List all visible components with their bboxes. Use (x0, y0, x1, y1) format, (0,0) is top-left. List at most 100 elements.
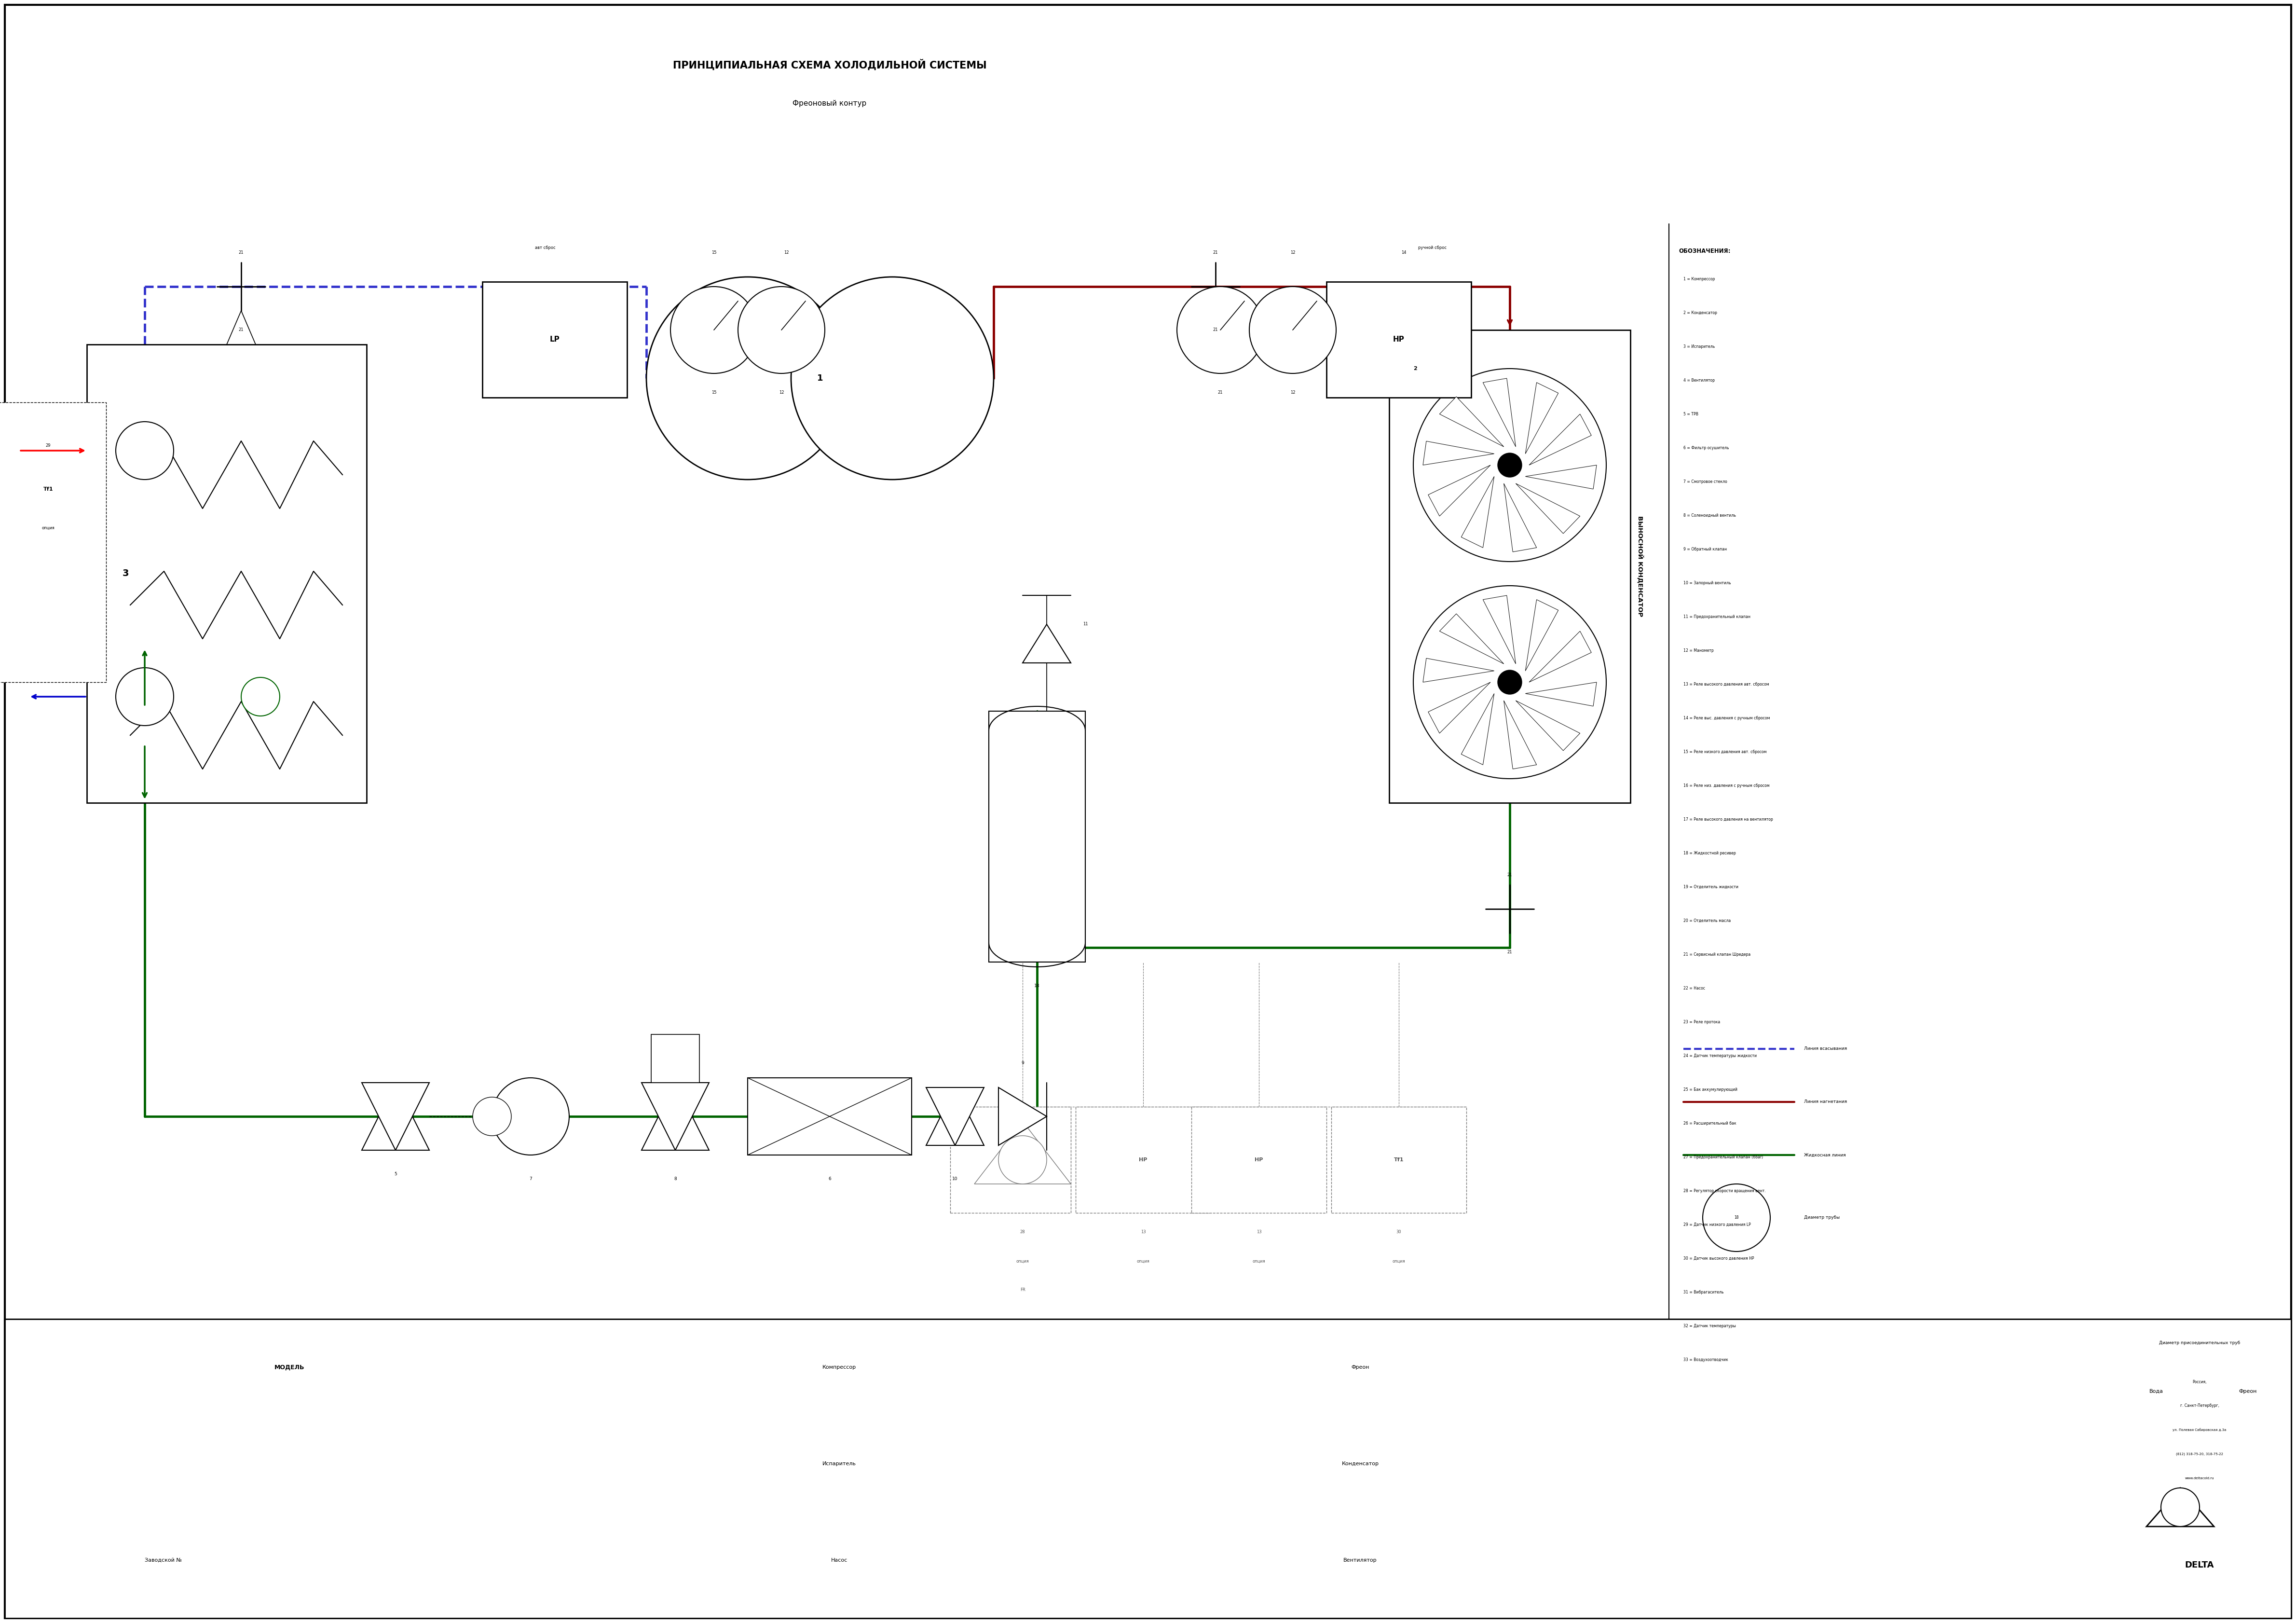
Text: г. Санкт-Петербург,: г. Санкт-Петербург, (2179, 1404, 2218, 1409)
Text: 1: 1 (817, 373, 822, 383)
Text: опция: опция (1017, 1259, 1029, 1263)
Text: 30 = Датчик высокого давления HP: 30 = Датчик высокого давления HP (1683, 1256, 1754, 1261)
Circle shape (670, 287, 758, 373)
Text: www.deltacold.ru: www.deltacold.ru (2186, 1477, 2213, 1480)
Text: Заводской №: Заводской № (145, 1558, 181, 1563)
Circle shape (115, 422, 174, 479)
Text: 3: 3 (122, 570, 129, 578)
Text: 9 = Обратный клапан: 9 = Обратный клапан (1683, 547, 1727, 552)
Circle shape (1704, 1183, 1770, 1251)
Bar (482, 282, 627, 398)
Polygon shape (1525, 383, 1559, 454)
Text: 25 = Бак аккумулирующий: 25 = Бак аккумулирующий (1683, 1087, 1738, 1092)
Bar (87, 344, 367, 803)
Text: Россия,: Россия, (2193, 1380, 2206, 1384)
Polygon shape (2147, 1488, 2213, 1527)
Polygon shape (1460, 693, 1495, 764)
Text: 12: 12 (783, 250, 790, 255)
Text: 12: 12 (778, 391, 783, 394)
Text: HP: HP (1394, 336, 1405, 344)
Text: 7: 7 (528, 1177, 533, 1182)
Text: 2 = Конденсатор: 2 = Конденсатор (1683, 310, 1717, 315)
Circle shape (2161, 1488, 2200, 1527)
Text: 21 = Сервисный клапан Шредера: 21 = Сервисный клапан Шредера (1683, 953, 1750, 956)
Text: ОБОЗНАЧЕНИЯ:: ОБОЗНАЧЕНИЯ: (1678, 248, 1731, 255)
Text: Диаметр присоединительных труб: Диаметр присоединительных труб (2158, 1341, 2241, 1345)
Text: Линия всасывания: Линия всасывания (1805, 1047, 1846, 1052)
Text: 15: 15 (712, 391, 716, 394)
Text: 3 = Испаритель: 3 = Испаритель (1683, 344, 1715, 349)
Text: 11 = Предохранительный клапан: 11 = Предохранительный клапан (1683, 615, 1750, 618)
Circle shape (1497, 453, 1522, 477)
Text: Вода: Вода (2149, 1389, 2163, 1394)
Text: ручной сброс: ручной сброс (1419, 245, 1446, 250)
Text: 14 = Реле выс. давления с ручным сбросом: 14 = Реле выс. давления с ручным сбросом (1683, 716, 1770, 721)
Circle shape (792, 278, 994, 479)
Text: 10 = Запорный вентиль: 10 = Запорный вентиль (1683, 581, 1731, 586)
Text: 21: 21 (1212, 328, 1219, 333)
Circle shape (1178, 287, 1263, 373)
Text: 23 = Реле протока: 23 = Реле протока (1683, 1019, 1720, 1024)
Text: Испаритель: Испаритель (822, 1461, 856, 1466)
Text: 27 = Предохранительный клапан (6bar): 27 = Предохранительный клапан (6bar) (1683, 1156, 1763, 1159)
Text: 30: 30 (1396, 1230, 1401, 1235)
Text: 18 = Жидкостной ресивер: 18 = Жидкостной ресивер (1683, 850, 1736, 855)
Text: Линия нагнетания: Линия нагнетания (1805, 1100, 1846, 1104)
Text: 21: 21 (1212, 250, 1219, 255)
Text: 2: 2 (1414, 367, 1417, 372)
Circle shape (491, 1078, 569, 1156)
Text: Диаметр трубы: Диаметр трубы (1805, 1216, 1839, 1220)
Text: 31 = Вибрагаситель: 31 = Вибрагаситель (1683, 1290, 1724, 1295)
Text: опция: опция (1137, 1259, 1150, 1263)
Text: 11: 11 (1084, 622, 1088, 626)
Polygon shape (1460, 477, 1495, 547)
Text: 24 = Датчик температуры жидкости: 24 = Датчик температуры жидкости (1683, 1053, 1756, 1058)
Text: 4 = Вентилятор: 4 = Вентилятор (1683, 378, 1715, 383)
Polygon shape (363, 1083, 429, 1151)
Text: Насос: Насос (831, 1558, 847, 1563)
Text: 21: 21 (1506, 873, 1513, 878)
Text: 29: 29 (46, 443, 51, 448)
Text: 22 = Насос: 22 = Насос (1683, 987, 1706, 990)
Circle shape (737, 287, 824, 373)
Text: Вентилятор: Вентилятор (1343, 1558, 1378, 1563)
Bar (5, 1319, 2291, 1618)
Text: 19 = Отделитель жидкости: 19 = Отделитель жидкости (1683, 885, 1738, 889)
Bar (1327, 282, 1472, 398)
Text: Фреон: Фреон (1352, 1365, 1368, 1370)
Text: 9: 9 (1022, 1061, 1024, 1066)
Circle shape (473, 1097, 512, 1136)
Circle shape (241, 677, 280, 716)
Bar (1192, 1107, 1327, 1212)
Polygon shape (1022, 625, 1070, 662)
Polygon shape (974, 1121, 1070, 1183)
Circle shape (1414, 368, 1607, 562)
Text: 18: 18 (1033, 984, 1040, 988)
Text: 6: 6 (829, 1177, 831, 1182)
Text: 10: 10 (953, 1177, 957, 1182)
Polygon shape (1428, 682, 1490, 734)
Text: 28 = Регулятор скорости вращения вент.: 28 = Регулятор скорости вращения вент. (1683, 1188, 1766, 1193)
Polygon shape (1440, 613, 1504, 664)
Polygon shape (1424, 659, 1495, 682)
Text: 8 = Соленоидный вентиль: 8 = Соленоидный вентиль (1683, 513, 1736, 518)
Text: 5: 5 (395, 1172, 397, 1177)
Polygon shape (925, 1087, 985, 1146)
Text: авт сброс: авт сброс (535, 245, 556, 250)
Text: Конденсатор: Конденсатор (1341, 1461, 1380, 1466)
Text: Tf1: Tf1 (44, 487, 53, 492)
Text: 21: 21 (1506, 949, 1513, 954)
Polygon shape (363, 1083, 429, 1151)
Text: ВЫНОСНОЙ КОНДЕНСАТОР: ВЫНОСНОЙ КОНДЕНСАТОР (1637, 516, 1644, 617)
Text: HP: HP (1139, 1157, 1148, 1162)
Bar (0, 403, 106, 682)
Bar (1389, 329, 1630, 803)
Text: Жидкосная линия: Жидкосная линия (1805, 1152, 1846, 1157)
Polygon shape (1483, 378, 1515, 446)
Text: 5 = ТРВ: 5 = ТРВ (1683, 412, 1699, 417)
Polygon shape (1483, 596, 1515, 664)
Polygon shape (1504, 484, 1536, 552)
Text: DELTA: DELTA (2186, 1561, 2213, 1569)
Polygon shape (1428, 466, 1490, 516)
Circle shape (1249, 287, 1336, 373)
